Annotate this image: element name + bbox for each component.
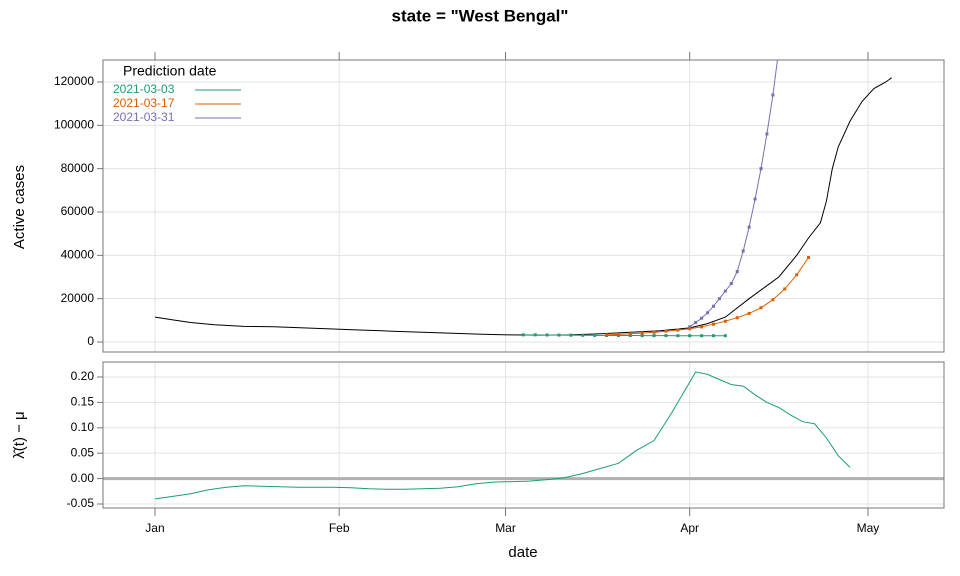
x-tick-label: Apr bbox=[680, 521, 699, 535]
marker bbox=[676, 334, 680, 338]
marker bbox=[605, 333, 609, 337]
x-tick-label: May bbox=[857, 521, 880, 535]
marker bbox=[581, 333, 585, 337]
y-tick-label: 40000 bbox=[61, 248, 95, 262]
line bbox=[523, 334, 726, 337]
legend-label: 2021-03-31 bbox=[113, 110, 175, 124]
marker bbox=[545, 333, 549, 337]
marker bbox=[640, 331, 644, 335]
marker bbox=[765, 132, 769, 136]
line bbox=[154, 77, 892, 336]
y-tick-label: 0.05 bbox=[71, 445, 95, 459]
marker bbox=[688, 325, 692, 329]
marker bbox=[741, 249, 745, 253]
plot-area: Jan Feb Mar Apr May -0.05 0.00 0.05 0.10 0.15 0.20 bbox=[67, 361, 945, 535]
series-group bbox=[154, 48, 892, 338]
marker bbox=[747, 225, 751, 229]
marker bbox=[569, 333, 573, 337]
marker bbox=[676, 328, 680, 332]
y-axis-title: λ̂(t) − μ bbox=[11, 411, 28, 458]
panel-border bbox=[102, 361, 945, 509]
legend-label: 2021-03-03 bbox=[113, 82, 175, 96]
x-tick-label: Feb bbox=[329, 521, 350, 535]
y-tick-label: 120000 bbox=[54, 74, 94, 88]
marker bbox=[711, 304, 715, 308]
marker bbox=[628, 332, 632, 336]
legend-title: Prediction date bbox=[123, 63, 217, 79]
y-axis-title: Active cases bbox=[11, 165, 28, 249]
marker bbox=[664, 334, 668, 338]
marker bbox=[711, 334, 715, 338]
marker bbox=[694, 320, 698, 324]
marker bbox=[723, 334, 727, 338]
marker bbox=[723, 319, 727, 323]
y-tick-label: 0 bbox=[87, 334, 94, 348]
x-axis-title: date bbox=[508, 544, 537, 561]
marker bbox=[521, 333, 525, 337]
y-tick-label: 0.10 bbox=[71, 420, 95, 434]
panel-border bbox=[102, 59, 945, 353]
marker bbox=[753, 197, 757, 201]
legend-label: 2021-03-17 bbox=[113, 96, 175, 110]
y-tick-label: 0.00 bbox=[71, 471, 95, 485]
marker bbox=[735, 270, 739, 274]
marker bbox=[688, 327, 692, 331]
line bbox=[689, 60, 778, 328]
y-tick-label: -0.05 bbox=[67, 496, 95, 510]
marker bbox=[729, 281, 733, 285]
marker bbox=[557, 333, 561, 337]
marker bbox=[723, 289, 727, 293]
x-tick-label: Mar bbox=[495, 521, 516, 535]
marker bbox=[593, 333, 597, 337]
marker bbox=[735, 316, 739, 320]
marker bbox=[652, 330, 656, 334]
marker bbox=[795, 273, 799, 277]
marker bbox=[777, 48, 780, 51]
marker bbox=[706, 311, 710, 315]
chart-title: state = "West Bengal" bbox=[392, 6, 569, 25]
marker bbox=[759, 306, 763, 310]
marker bbox=[628, 334, 632, 338]
y-tick-label: 20000 bbox=[61, 291, 95, 305]
marker bbox=[533, 333, 537, 337]
marker bbox=[700, 334, 704, 338]
marker bbox=[771, 298, 775, 302]
line bbox=[154, 371, 851, 500]
y-tick-label: 0.20 bbox=[71, 369, 95, 383]
marker bbox=[717, 297, 721, 301]
y-tick-label: 80000 bbox=[61, 161, 95, 175]
marker bbox=[759, 167, 763, 171]
x-tick-label: Jan bbox=[145, 521, 164, 535]
marker bbox=[688, 334, 692, 338]
marker bbox=[807, 255, 811, 259]
line bbox=[606, 257, 809, 336]
y-tick-label: 60000 bbox=[61, 204, 95, 218]
marker bbox=[700, 316, 704, 320]
y-tick-label: 0.15 bbox=[71, 395, 95, 409]
marker bbox=[783, 287, 787, 291]
plot-area: 0 20000 40000 60000 80000 100000 120000 Predict… bbox=[54, 48, 945, 353]
series-group bbox=[154, 371, 851, 500]
marker bbox=[640, 334, 644, 338]
marker bbox=[664, 329, 668, 333]
marker bbox=[771, 93, 775, 97]
marker bbox=[652, 334, 656, 338]
marker bbox=[711, 322, 715, 326]
marker bbox=[747, 311, 751, 315]
marker bbox=[616, 332, 620, 336]
marker bbox=[700, 325, 704, 329]
y-tick-label: 100000 bbox=[54, 117, 94, 131]
